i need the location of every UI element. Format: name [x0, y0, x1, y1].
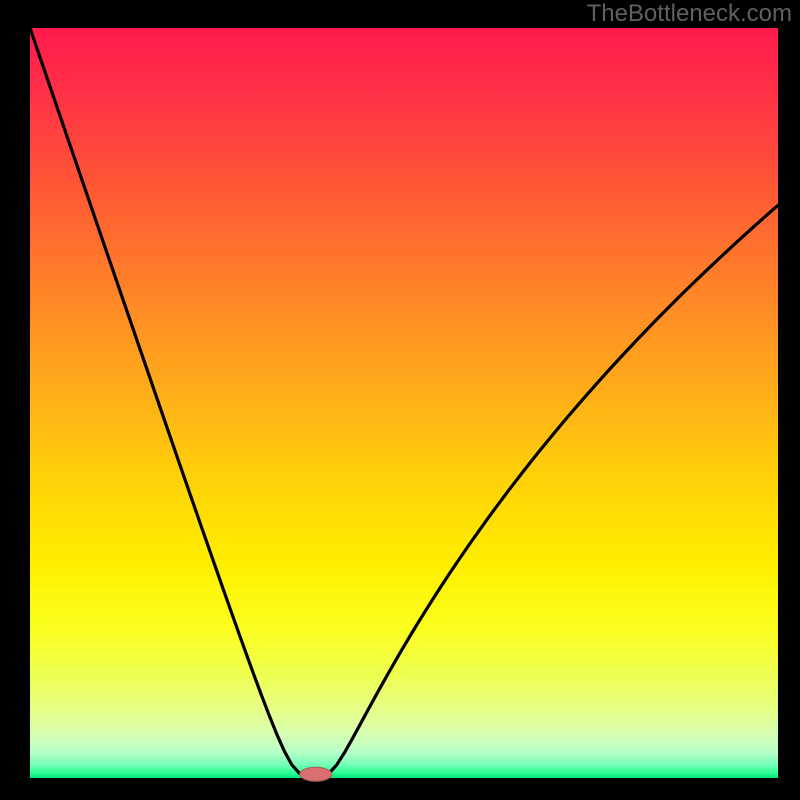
chart-svg: [0, 0, 800, 800]
minimum-marker: [300, 767, 332, 781]
plot-area: [30, 28, 778, 778]
chart-stage: TheBottleneck.com: [0, 0, 800, 800]
